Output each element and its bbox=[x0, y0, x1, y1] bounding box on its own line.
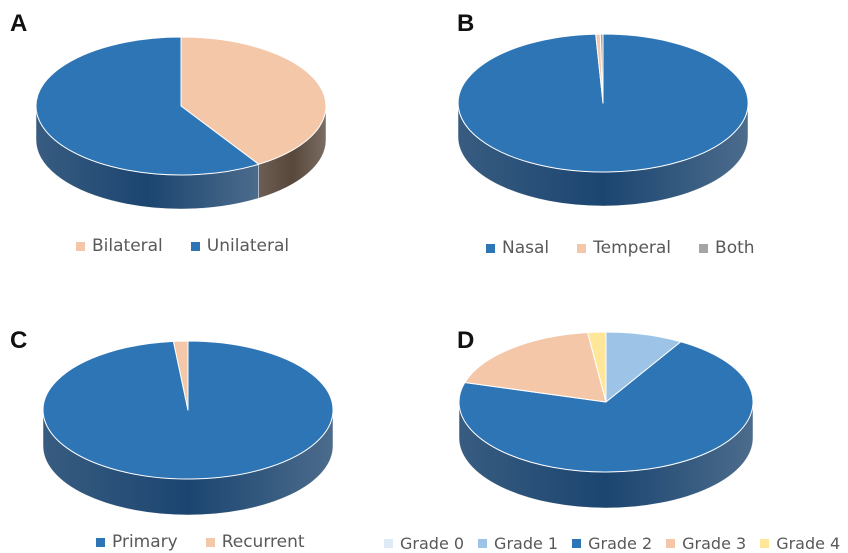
legend-label: Grade 2 bbox=[588, 534, 653, 553]
pie-slice-side-shade bbox=[36, 106, 259, 209]
panel-c: C Primary Recurrent bbox=[0, 275, 424, 552]
pie-top-group bbox=[457, 33, 749, 173]
legend-item: Grade 4 bbox=[760, 534, 840, 553]
pie-slice-side-shade bbox=[458, 103, 748, 206]
pie-slice-both bbox=[599, 33, 604, 104]
legend-label: Nasal bbox=[502, 238, 550, 258]
legend-swatch bbox=[666, 539, 676, 548]
legend-swatch bbox=[478, 539, 488, 548]
pie-slice-grade-3 bbox=[464, 332, 607, 403]
pie-slice-side-shade bbox=[258, 106, 326, 199]
legend-label: Primary bbox=[112, 532, 178, 552]
pie-slice-grade-2 bbox=[458, 341, 754, 473]
panel-label: B bbox=[457, 10, 475, 37]
legend-swatch bbox=[76, 241, 85, 251]
legend-item: Both bbox=[699, 238, 755, 258]
legend-item: Grade 2 bbox=[572, 534, 652, 553]
legend-swatch bbox=[486, 243, 495, 253]
legend-label: Grade 0 bbox=[400, 534, 465, 553]
pie-chart-d bbox=[458, 331, 754, 509]
legend-item: Unilateral bbox=[190, 236, 290, 256]
legend-label: Recurrent bbox=[221, 532, 305, 552]
pie-top-group bbox=[35, 36, 327, 176]
panel-label: C bbox=[10, 327, 28, 354]
legend-label: Temperal bbox=[593, 238, 672, 258]
pie-top-group bbox=[458, 331, 754, 473]
pie-slice-bilateral bbox=[180, 36, 327, 165]
legend-b: Nasal Temperal Both bbox=[486, 238, 755, 258]
pie-slice-unilateral bbox=[35, 36, 260, 176]
legend-swatch bbox=[577, 243, 587, 253]
legend-label: Grade 4 bbox=[776, 534, 841, 553]
legend-label: Unilateral bbox=[206, 236, 290, 256]
pie-slice-recurrent bbox=[172, 340, 189, 411]
legend-item: Bilateral bbox=[76, 236, 163, 256]
legend-swatch bbox=[760, 539, 770, 548]
pie-slice-side-shade bbox=[459, 402, 753, 508]
pie-top-group bbox=[42, 340, 334, 480]
legend-swatch bbox=[190, 241, 200, 251]
pie-chart-c bbox=[42, 340, 334, 516]
legend-item: Grade 3 bbox=[666, 534, 746, 553]
legend-c: Primary Recurrent bbox=[96, 532, 305, 552]
legend-label: Both bbox=[715, 238, 755, 258]
legend-item: Recurrent bbox=[205, 532, 305, 552]
pie-chart-a bbox=[35, 36, 327, 210]
pie-slice-side-shade bbox=[43, 410, 333, 515]
panel-label: A bbox=[10, 10, 28, 37]
pie-side-group bbox=[35, 105, 327, 210]
legend-label: Bilateral bbox=[92, 236, 163, 256]
legend-item: Grade 0 bbox=[384, 534, 464, 553]
legend-d: Grade 0 Grade 1 Grade 2 Grade 3 Grade 4 bbox=[384, 534, 840, 553]
legend-item: Nasal bbox=[486, 238, 549, 258]
legend-swatch bbox=[96, 537, 105, 547]
panel-b: B Nasal Temperal Both bbox=[424, 0, 848, 275]
pie-slice-grade-4 bbox=[587, 331, 607, 403]
legend-item: Temperal bbox=[577, 238, 671, 258]
legend-label: Grade 1 bbox=[494, 534, 559, 553]
legend-swatch bbox=[384, 539, 393, 548]
legend-label: Grade 3 bbox=[682, 534, 747, 553]
pie-chart-b bbox=[457, 33, 749, 207]
panel-a: A Bilateral Unilateral bbox=[0, 0, 424, 275]
legend-a: Bilateral Unilateral bbox=[76, 236, 289, 256]
legend-swatch bbox=[699, 243, 709, 253]
legend-swatch bbox=[572, 539, 582, 548]
legend-item: Primary bbox=[96, 532, 178, 552]
legend-item: Grade 1 bbox=[478, 534, 558, 553]
legend-swatch bbox=[205, 537, 215, 547]
panel-label: D bbox=[457, 327, 475, 354]
panel-d: D Grade 0 Grade 1 Grade 2 Grade 3 Grade … bbox=[384, 275, 848, 553]
